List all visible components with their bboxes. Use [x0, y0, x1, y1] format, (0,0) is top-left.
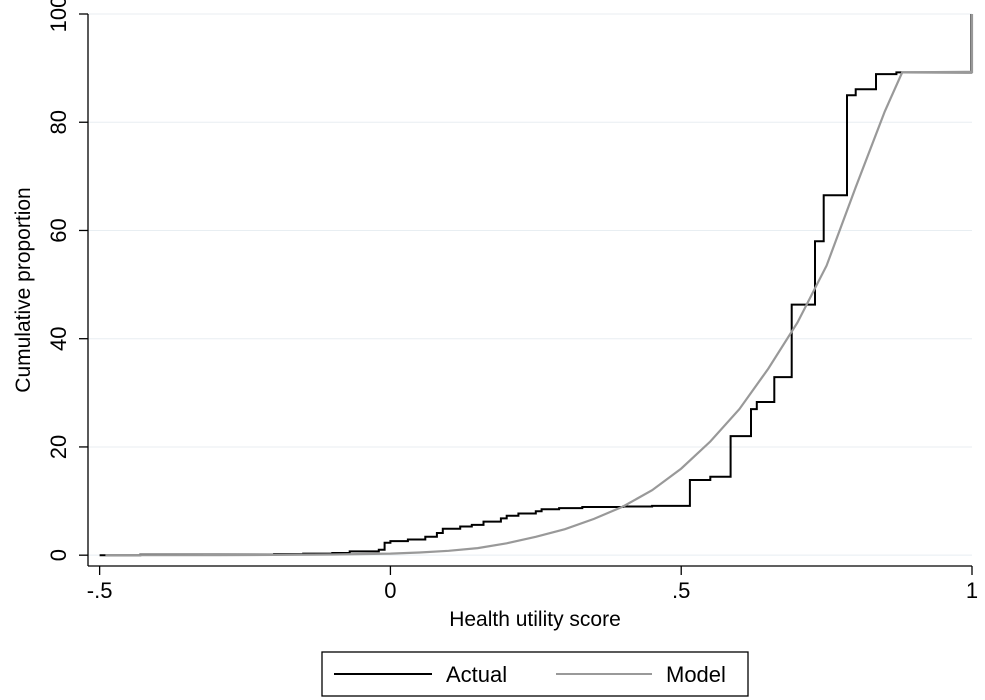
y-tick-label: 80 — [46, 110, 71, 134]
legend: Actual Model — [321, 651, 749, 697]
y-tick-label: 0 — [46, 549, 71, 561]
series-line-actual — [99, 14, 973, 557]
x-tick-label: -.5 — [87, 578, 113, 603]
legend-label-model: Model — [666, 662, 726, 687]
axes — [87, 14, 972, 567]
y-tick-label: 100 — [46, 0, 71, 32]
y-tick-label: 20 — [46, 435, 71, 459]
series-line-model — [105, 14, 974, 557]
x-tick-label: 1 — [966, 578, 978, 603]
gridlines — [88, 13, 972, 556]
y-axis-title: Cumulative proportion — [12, 187, 35, 392]
x-tick-label: 0 — [384, 578, 396, 603]
x-axis-title: Health utility score — [449, 608, 621, 631]
y-tick-label: 60 — [46, 218, 71, 242]
legend-label-actual: Actual — [446, 662, 507, 687]
y-tick-label: 40 — [46, 326, 71, 350]
x-tick-label: .5 — [672, 578, 690, 603]
series-lines — [99, 14, 974, 557]
tick-marks: 0 20 40 60 80 100 -.5 0 .5 1 — [46, 0, 978, 603]
legend-box — [321, 651, 749, 697]
